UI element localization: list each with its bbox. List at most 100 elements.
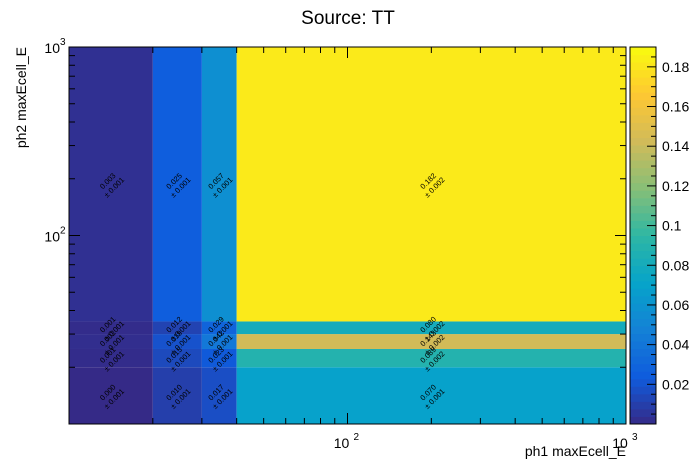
color-scale-band — [630, 54, 656, 63]
color-scale-tick-label: 0.08 — [662, 257, 689, 273]
y-tick-label: 10 — [44, 229, 60, 245]
heatmap-cell — [201, 348, 237, 368]
color-scale-band — [630, 152, 656, 161]
color-scale-ticks — [647, 56, 656, 415]
color-scale-band — [630, 167, 656, 176]
color-scale-band — [630, 318, 656, 327]
heatmap-cell — [152, 348, 202, 368]
x-axis-tick-labels: 10 2 10 3 — [334, 432, 638, 451]
color-scale-band — [630, 333, 656, 342]
color-scale-band — [630, 92, 656, 101]
color-scale-band — [630, 356, 656, 365]
color-scale-band — [630, 371, 656, 380]
color-scale-band — [630, 99, 656, 108]
color-scale-band — [630, 122, 656, 131]
heatmap-cell — [152, 47, 202, 322]
color-scale-band — [630, 310, 656, 319]
heatmap-cell — [69, 321, 153, 335]
color-scale-band — [630, 288, 656, 297]
heatmap-cell — [69, 334, 153, 349]
color-scale-band — [630, 145, 656, 154]
heatmap-cell — [152, 334, 202, 349]
heatmap-cell — [236, 321, 626, 335]
y-tick-exponent: 3 — [60, 37, 66, 48]
color-scale-band — [630, 363, 656, 372]
heatmap-cell — [201, 47, 237, 322]
color-scale-band — [630, 386, 656, 395]
color-scale-tick-label: 0.18 — [662, 59, 689, 75]
color-scale-tick-label: 0.12 — [662, 178, 689, 194]
color-scale-band — [630, 84, 656, 93]
color-scale-band — [630, 47, 656, 56]
color-scale-tick-labels: 0.02 0.04 0.06 0.08 0.1 0.12 0.14 0.16 0.18 — [662, 59, 689, 392]
color-scale-band — [630, 182, 656, 191]
heatmap-cell — [69, 367, 153, 424]
color-scale-band — [630, 341, 656, 350]
color-scale-band — [630, 325, 656, 335]
color-scale-band — [630, 235, 656, 244]
color-scale-band — [630, 408, 656, 417]
color-scale-band — [630, 175, 656, 184]
color-scale-band — [630, 280, 656, 289]
heatmap-cell — [201, 367, 237, 424]
color-scale-band — [630, 243, 656, 252]
color-scale-band — [630, 378, 656, 387]
color-scale-tick-label: 0.16 — [662, 99, 689, 115]
color-scale-band — [630, 265, 656, 274]
heatmap-cell — [236, 367, 626, 424]
heatmap-cell — [152, 321, 202, 335]
cell-value-label: 0.070± 0.001 — [418, 383, 446, 411]
color-scale-band — [630, 197, 656, 206]
y-axis-ticks — [69, 46, 626, 425]
color-scale-band — [630, 401, 656, 410]
color-scale-band — [630, 273, 656, 282]
color-scale-tick-label: 0.1 — [662, 218, 682, 234]
heatmap-cell — [69, 348, 153, 368]
color-scale-band — [630, 107, 656, 116]
color-scale-band — [630, 137, 656, 146]
color-scale-band — [630, 129, 656, 138]
y-axis-label: ph2 maxEcell_E — [13, 47, 29, 148]
color-scale-band — [630, 205, 656, 214]
color-scale-band — [630, 77, 656, 86]
color-scale-band — [630, 220, 656, 229]
color-scale-tick-label: 0.02 — [662, 376, 689, 392]
heatmap-cells — [69, 47, 626, 424]
color-scale-band — [630, 416, 656, 425]
color-scale-band — [630, 190, 656, 199]
x-axis-label: ph1 maxEcell_E — [525, 443, 626, 459]
color-scale-tick-label: 0.14 — [662, 138, 689, 154]
color-scale-tick-label: 0.04 — [662, 337, 689, 353]
color-scale-band — [630, 295, 656, 304]
color-scale-band — [630, 114, 656, 123]
heatmap-cell — [201, 334, 237, 349]
chart-title: Source: TT — [301, 8, 395, 29]
x-tick-label: 10 — [612, 435, 628, 451]
color-scale-band — [630, 62, 656, 71]
x-axis-ticks — [68, 47, 627, 424]
heatmap-cell — [236, 47, 626, 322]
color-scale-band — [630, 393, 656, 402]
y-tick-label: 10 — [44, 40, 60, 56]
color-scale-band — [630, 303, 656, 312]
heatmap-cell — [69, 47, 153, 322]
x-tick-exponent: 2 — [354, 432, 360, 443]
x-tick-exponent: 3 — [632, 432, 638, 443]
color-scale-band — [630, 160, 656, 169]
heatmap-cell — [236, 334, 626, 349]
color-scale-band — [630, 250, 656, 259]
color-scale-tick-label: 0.06 — [662, 297, 689, 313]
x-tick-label: 10 — [334, 435, 350, 451]
y-tick-exponent: 2 — [60, 226, 66, 237]
color-scale-band — [630, 69, 656, 78]
color-scale-band — [630, 227, 656, 236]
color-scale-band — [630, 212, 656, 221]
heatmap-cell — [236, 348, 626, 368]
heatmap-cell — [201, 321, 237, 335]
color-scale-band — [630, 348, 656, 357]
heatmap-cell — [152, 367, 202, 424]
color-scale-band — [630, 258, 656, 267]
color-scale-bar — [629, 46, 657, 425]
